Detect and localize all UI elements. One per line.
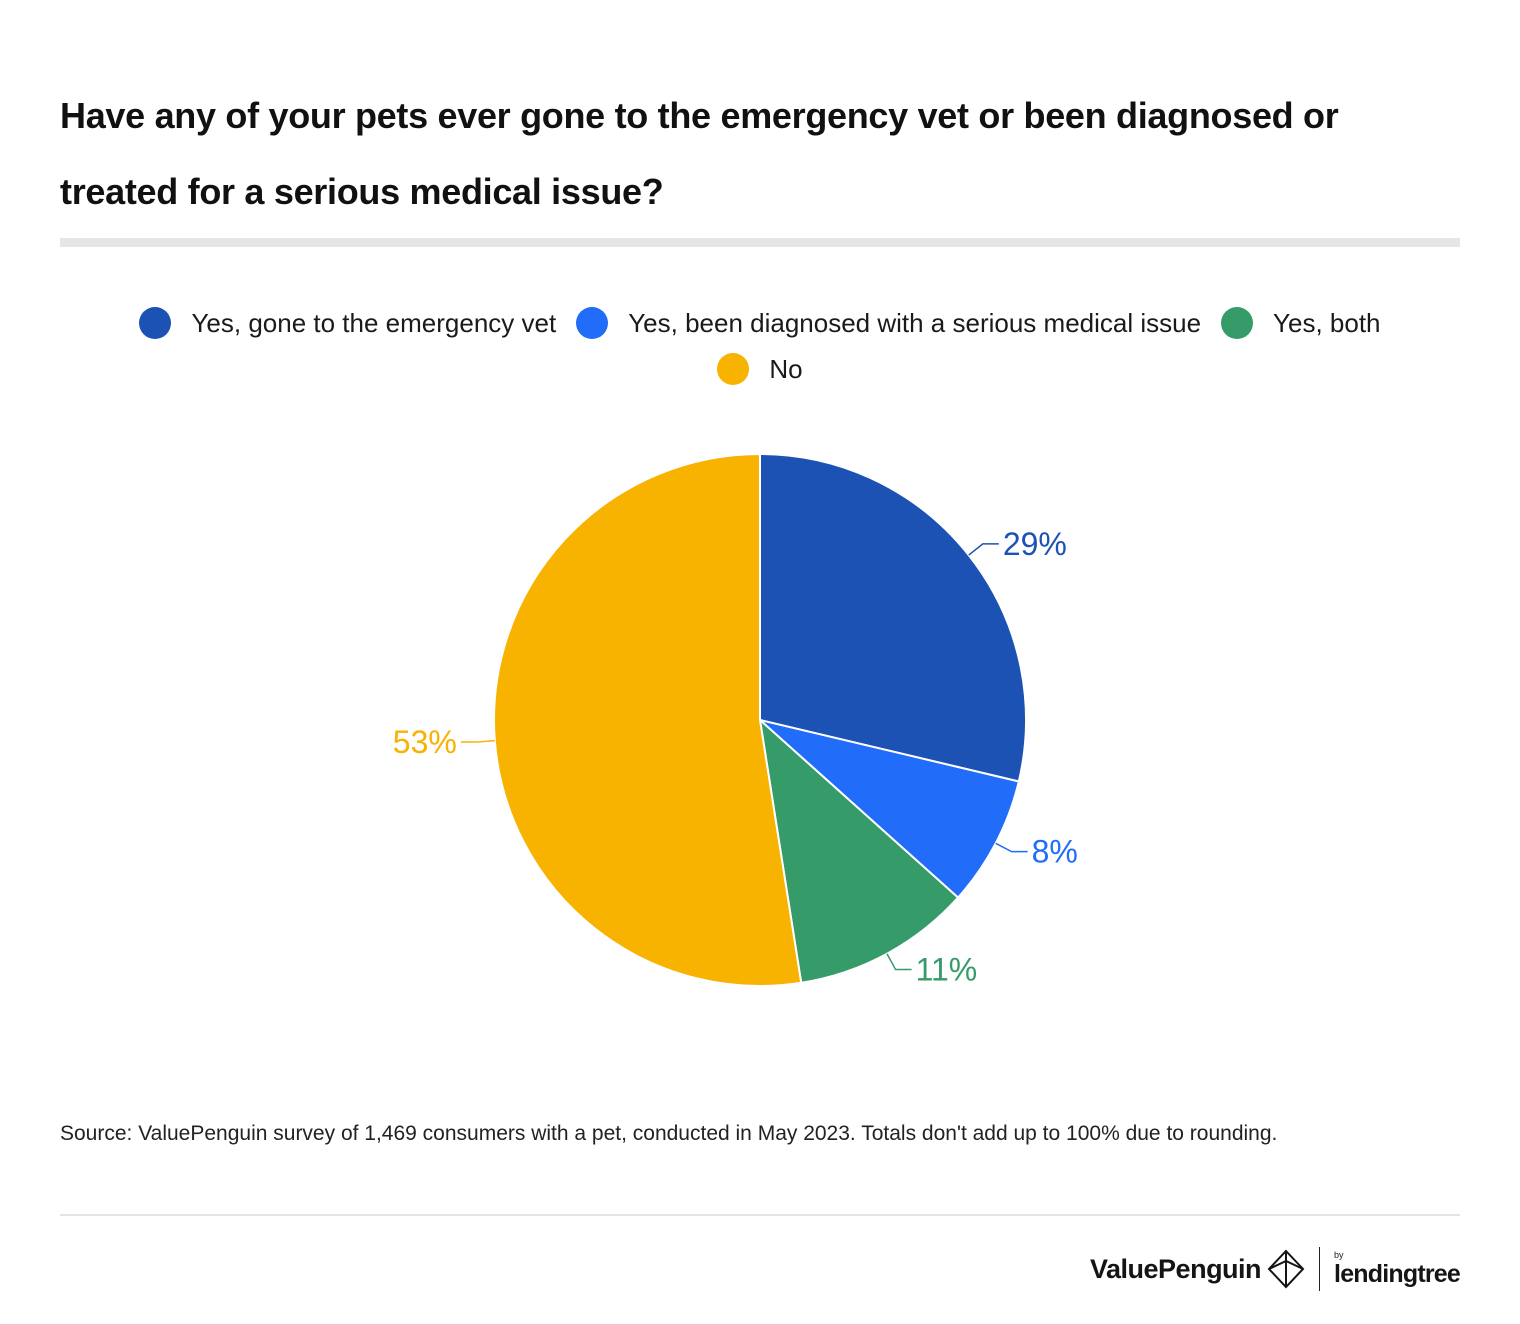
brand-by-label: by bbox=[1334, 1249, 1344, 1260]
legend-item-both: Yes, both bbox=[1221, 306, 1381, 340]
legend-label-both: Yes, both bbox=[1273, 308, 1381, 338]
leader-line-no bbox=[460, 739, 495, 743]
lendingtree-logo: by lendingtree bbox=[1334, 1249, 1461, 1289]
legend-label-no: No bbox=[769, 354, 803, 384]
pie-slice-diagnosed bbox=[759, 719, 1020, 899]
data-label-both: 11% bbox=[916, 952, 978, 988]
lendingtree-wordmark: lendingtree bbox=[1334, 1259, 1461, 1288]
brand-logo: ValuePenguin by lendingtree bbox=[1090, 1244, 1461, 1294]
source-note: Source: ValuePenguin survey of 1,469 con… bbox=[60, 1122, 1278, 1145]
valuepenguin-diamond-icon bbox=[1267, 1249, 1305, 1289]
leader-line-emergency-vet bbox=[968, 543, 999, 556]
title-divider bbox=[60, 238, 1460, 247]
data-label-diagnosed: 8% bbox=[1032, 834, 1078, 870]
legend-label-emergency-vet: Yes, gone to the emergency vet bbox=[191, 308, 557, 338]
pie-slice-no bbox=[492, 452, 803, 987]
footer-divider bbox=[60, 1214, 1460, 1216]
legend-item-no: No bbox=[717, 352, 803, 386]
pie-slice-both bbox=[758, 717, 960, 984]
legend-item-diagnosed: Yes, been diagnosed with a serious medic… bbox=[576, 306, 1201, 340]
chart-title: Have any of your pets ever gone to the e… bbox=[60, 95, 1339, 212]
leader-line-both bbox=[886, 953, 912, 971]
legend-swatch-both bbox=[1221, 307, 1254, 339]
chart-legend: Yes, gone to the emergency vet Yes, been… bbox=[60, 306, 1460, 386]
legend-swatch-emergency-vet bbox=[139, 307, 172, 339]
legend-swatch-diagnosed bbox=[576, 307, 609, 339]
pie-slice-emergency-vet bbox=[759, 452, 1027, 783]
brand-separator bbox=[1319, 1247, 1321, 1291]
legend-label-diagnosed: Yes, been diagnosed with a serious medic… bbox=[628, 308, 1202, 338]
data-label-emergency-vet: 29% bbox=[1003, 526, 1067, 562]
valuepenguin-wordmark: ValuePenguin bbox=[1090, 1253, 1262, 1284]
legend-swatch-no bbox=[717, 353, 750, 385]
leader-line-diagnosed bbox=[995, 842, 1028, 853]
data-label-no: 53% bbox=[393, 724, 457, 760]
legend-item-emergency-vet: Yes, gone to the emergency vet bbox=[139, 306, 556, 340]
